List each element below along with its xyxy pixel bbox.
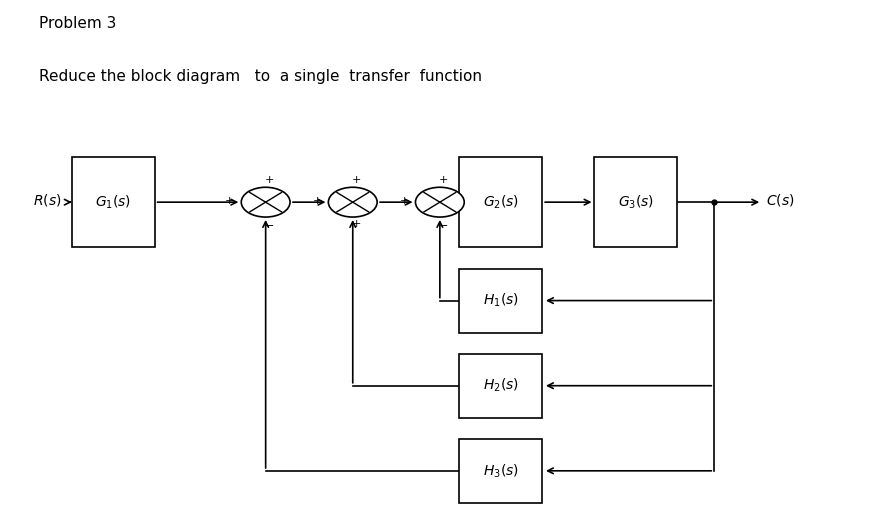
- Bar: [460, 269, 542, 332]
- Text: +: +: [226, 196, 234, 205]
- Circle shape: [415, 187, 464, 217]
- Text: $G_1(s)$: $G_1(s)$: [95, 194, 132, 211]
- Circle shape: [328, 187, 377, 217]
- Text: $-$: $-$: [438, 219, 449, 229]
- Text: $G_3(s)$: $G_3(s)$: [618, 194, 654, 211]
- Text: +: +: [313, 196, 321, 205]
- Text: Reduce the block diagram   to  a single  transfer  function: Reduce the block diagram to a single tra…: [39, 69, 483, 84]
- Text: +: +: [439, 176, 448, 185]
- Text: Problem 3: Problem 3: [39, 16, 117, 31]
- Bar: [460, 439, 542, 503]
- Text: +: +: [352, 176, 361, 185]
- Bar: [594, 157, 678, 247]
- Text: +: +: [265, 176, 273, 185]
- Text: $R(s)$: $R(s)$: [33, 192, 62, 207]
- Bar: [71, 157, 155, 247]
- Text: $H_1(s)$: $H_1(s)$: [483, 292, 519, 309]
- Circle shape: [241, 187, 290, 217]
- Text: $-$: $-$: [264, 219, 274, 229]
- Bar: [460, 354, 542, 418]
- Text: $H_3(s)$: $H_3(s)$: [483, 462, 519, 479]
- Bar: [460, 157, 542, 247]
- Text: $G_2(s)$: $G_2(s)$: [483, 194, 519, 211]
- Text: +: +: [400, 196, 408, 205]
- Text: $C(s)$: $C(s)$: [766, 192, 795, 207]
- Text: +: +: [352, 219, 361, 229]
- Text: $H_2(s)$: $H_2(s)$: [483, 377, 519, 394]
